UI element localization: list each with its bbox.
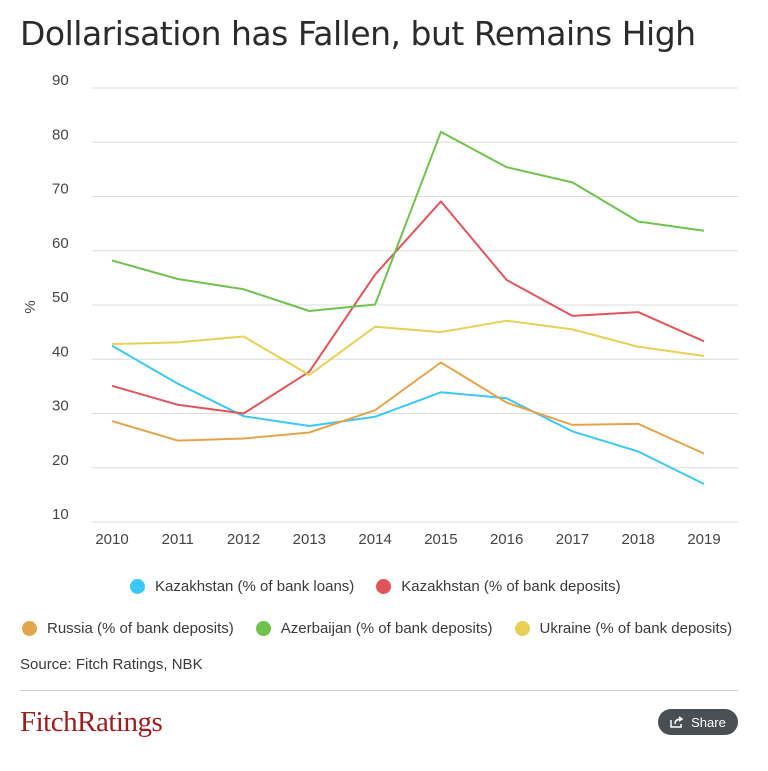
x-tick-label: 2019: [687, 531, 720, 548]
series-line-0: [111, 344, 705, 485]
share-button[interactable]: Share: [658, 709, 738, 735]
legend-item-russia[interactable]: Russia (% of bank deposits): [22, 620, 234, 637]
y-tick-label: 20: [52, 452, 69, 469]
share-icon: [670, 716, 684, 728]
fitch-ratings-logo: FitchRatings: [20, 706, 163, 738]
legend-item-ukraine[interactable]: Ukraine (% of bank deposits): [514, 620, 733, 637]
y-tick-label: 70: [52, 181, 69, 198]
footer-divider: [20, 690, 738, 691]
grid-lines: [92, 87, 738, 523]
legend-swatch-kaz-loans: [130, 579, 145, 594]
x-tick-label: 2011: [162, 531, 194, 548]
legend-label: Ukraine (% of bank deposits): [539, 620, 733, 637]
x-tick-label: 2016: [490, 531, 523, 548]
share-label: Share: [691, 714, 726, 730]
chart-title: Dollarisation has Fallen, but Remains Hi…: [20, 14, 696, 53]
series-line-3: [111, 130, 705, 312]
x-tick-label: 2010: [95, 531, 128, 548]
x-tick-label: 2014: [358, 531, 391, 548]
legend-item-kaz-deposits[interactable]: Kazakhstan (% of bank deposits): [376, 578, 621, 595]
legend-item-azerbaijan[interactable]: Azerbaijan (% of bank deposits): [255, 620, 493, 637]
y-tick-label: 90: [52, 72, 69, 89]
series-line-2: [111, 361, 705, 455]
x-tick-label: 2015: [424, 531, 457, 548]
x-tick-label: 2013: [293, 531, 326, 548]
x-tick-label: 2018: [622, 531, 655, 548]
legend-swatch-azerbaijan: [255, 621, 271, 636]
series-line-1: [111, 200, 705, 415]
series-lines: [111, 130, 705, 485]
source-note: Source: Fitch Ratings, NBK: [20, 656, 203, 673]
series-line-4: [111, 319, 705, 376]
legend-label: Kazakhstan (% of bank loans): [155, 578, 355, 595]
legend-row-1: Kazakhstan (% of bank loans) Kazakhstan …: [130, 578, 643, 595]
y-axis-label: %: [22, 300, 39, 313]
y-tick-label: 10: [52, 506, 69, 523]
legend-item-kaz-loans[interactable]: Kazakhstan (% of bank loans): [130, 578, 354, 595]
y-axis-ticks: 10 20 30 40 50 60 70 80 90: [52, 72, 69, 523]
x-axis-ticks: 2010 2011 2012 2013 2014 2015 2016 2017 2018 2019: [95, 531, 720, 548]
x-tick-label: 2017: [556, 531, 589, 548]
y-tick-label: 80: [52, 126, 69, 143]
legend-label: Azerbaijan (% of bank deposits): [280, 620, 493, 637]
y-tick-label: 30: [52, 398, 69, 415]
y-tick-label: 60: [52, 235, 69, 252]
x-tick-label: 2012: [227, 531, 260, 548]
legend-label: Russia (% of bank deposits): [47, 620, 234, 637]
y-tick-label: 50: [52, 289, 69, 306]
legend-label: Kazakhstan (% of bank deposits): [401, 578, 621, 595]
legend-swatch-kaz-deposits: [376, 579, 392, 594]
legend-swatch-ukraine: [514, 621, 530, 636]
y-tick-label: 40: [52, 343, 69, 360]
legend-row-2: Russia (% of bank deposits) Azerbaijan (…: [22, 620, 754, 637]
legend-swatch-russia: [22, 621, 37, 636]
